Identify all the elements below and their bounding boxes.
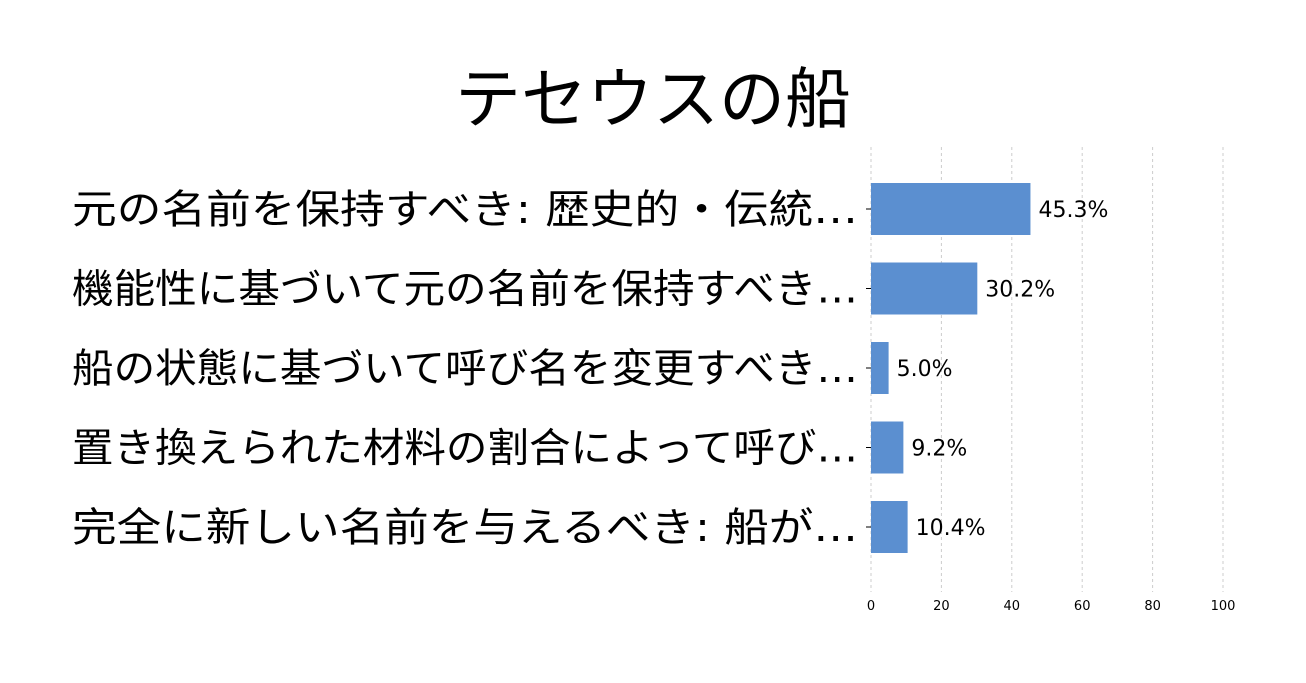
bar-value-label: 45.3% [1038, 198, 1108, 223]
value-labels: 45.3% 30.2% 5.0% 9.2% 10.4% [897, 198, 1109, 541]
chart-title: テセウスの船 [455, 61, 851, 138]
bar [871, 501, 908, 553]
x-tick-label: 20 [933, 599, 950, 614]
category-label: 元の名前を保持すべき: 歴史的・伝統… [72, 187, 858, 233]
bar-value-label: 9.2% [911, 437, 967, 462]
bar [871, 183, 1031, 235]
bar [871, 262, 978, 315]
x-tick-label: 80 [1144, 599, 1161, 614]
category-label: 機能性に基づいて元の名前を保持すべき… [72, 267, 858, 313]
x-tick-label: 40 [1004, 599, 1021, 614]
bar [871, 342, 889, 394]
bar-value-label: 5.0% [897, 357, 953, 382]
x-axis-ticks: 0 20 40 60 80 100 [867, 599, 1236, 614]
x-tick-label: 60 [1074, 599, 1091, 614]
category-label: 置き換えられた材料の割合によって呼び… [72, 426, 858, 472]
x-tick-label: 0 [867, 599, 875, 614]
bar-value-label: 10.4% [916, 516, 986, 541]
x-tick-label: 100 [1211, 599, 1236, 614]
bar [871, 421, 904, 474]
bars [866, 183, 1031, 553]
category-label: 船の状態に基づいて呼び名を変更すべき… [72, 346, 858, 392]
bar-value-label: 30.2% [985, 278, 1055, 303]
category-label: 完全に新しい名前を与えるべき: 船が… [72, 505, 858, 551]
category-labels: 元の名前を保持すべき: 歴史的・伝統… 機能性に基づいて元の名前を保持すべき… 船の… [72, 187, 858, 551]
